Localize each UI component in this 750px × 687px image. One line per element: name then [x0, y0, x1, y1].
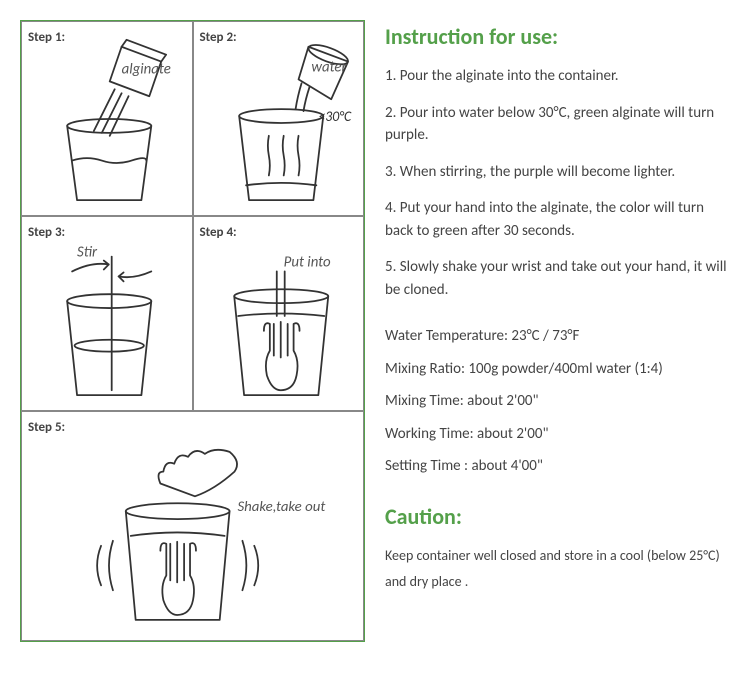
spec-set-time: Setting Time : about 4'00" — [385, 455, 730, 478]
step-4-cell: Step 4: Put into — [193, 216, 365, 411]
packet2-label: water — [311, 57, 347, 75]
page: Step 1: alginate — [20, 20, 730, 642]
step-2-label: Step 2: — [200, 30, 237, 45]
step-4-diagram: Put into — [194, 217, 364, 410]
text-column: Instruction for use: 1. Pour the alginat… — [385, 20, 730, 642]
instruction-item: 3. When stirring, the purple will become… — [385, 161, 730, 184]
step-3-diagram: Stir — [22, 217, 192, 410]
caution-heading: Caution: — [385, 500, 730, 533]
temp-label: <30°C — [318, 108, 352, 125]
step-1-diagram: alginate — [22, 22, 192, 215]
row-1: Step 1: alginate — [21, 21, 364, 216]
step-2-cell: Step 2: — [193, 21, 365, 216]
step-5-cell: Step 5: — [21, 411, 364, 641]
row-2: Step 3: — [21, 216, 364, 411]
step-5-label: Step 5: — [28, 420, 65, 435]
row-3: Step 5: — [21, 411, 364, 641]
spec-work-time: Working Time: about 2'00" — [385, 423, 730, 446]
instruction-item: 2. Pour into water below 30°C, green alg… — [385, 102, 730, 147]
stir-label: Stir — [77, 243, 98, 261]
spec-mix-time: Mixing Time: about 2'00" — [385, 390, 730, 413]
diagram-frame: Step 1: alginate — [20, 20, 365, 642]
spec-water-temp: Water Temperature: 23°C / 73°F — [385, 325, 730, 348]
putinto-label: Put into — [283, 252, 330, 270]
packet1-label: alginate — [122, 59, 171, 77]
instruction-item: 1. Pour the alginate into the container. — [385, 65, 730, 88]
step-1-label: Step 1: — [28, 30, 65, 45]
step-1-cell: Step 1: alginate — [21, 21, 193, 216]
step-3-cell: Step 3: — [21, 216, 193, 411]
step-5-diagram: Shake,take out — [22, 412, 363, 640]
specs-block: Water Temperature: 23°C / 73°F Mixing Ra… — [385, 325, 730, 478]
caution-text: Keep container well closed and store in … — [385, 543, 730, 596]
step-4-label: Step 4: — [200, 225, 237, 240]
step-2-diagram: water <30°C — [194, 22, 364, 215]
shake-label: Shake,take out — [237, 497, 325, 515]
step-3-label: Step 3: — [28, 225, 65, 240]
instruction-item: 5. Slowly shake your wrist and take out … — [385, 256, 730, 301]
instructions-heading: Instruction for use: — [385, 20, 730, 53]
spec-mix-ratio: Mixing Ratio: 100g powder/400ml water (1… — [385, 358, 730, 381]
instruction-item: 4. Put your hand into the alginate, the … — [385, 197, 730, 242]
